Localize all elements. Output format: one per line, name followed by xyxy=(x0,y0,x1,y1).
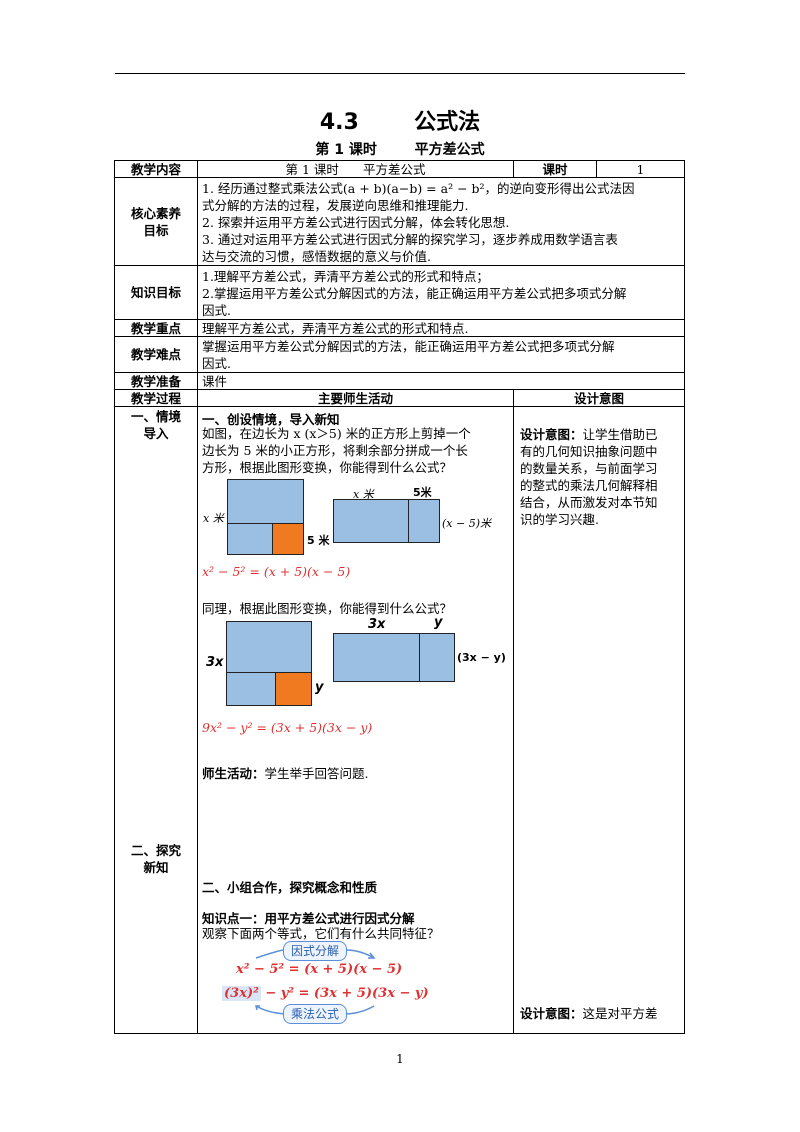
equation-2-rest: − y² = (3x + 5)(3x − y) xyxy=(260,986,429,1001)
s1-line: 边长为 5 米的小正方形，将剩余部分拼成一个长 xyxy=(202,443,468,458)
label-content: 教学内容 xyxy=(114,160,198,178)
fig2-top-y: y xyxy=(434,615,443,630)
fig2-top-3x: 3x xyxy=(368,617,386,632)
design1-line: 的数量关系，与前面学习 xyxy=(520,461,658,476)
fig2-label-y: y xyxy=(315,680,324,695)
s1-line: 方形，根据此图形变换，你能得到什么公式？ xyxy=(202,460,453,475)
factor-arrow-icon xyxy=(255,949,376,959)
design1-line: 的整式的乘法几何解释相 xyxy=(520,478,658,493)
subtitle-topic: 平方差公式 xyxy=(414,142,485,158)
core-line: 达与交流的习惯，感悟数据的意义与价值. xyxy=(202,249,431,264)
header-rule xyxy=(115,73,685,74)
prep-value: 课件 xyxy=(197,372,685,390)
knowledge-goals: 1.理解平方差公式，弄清平方差公式的形式和特点； 2.掌握运用平方差公式分解因式… xyxy=(197,265,685,320)
title-text: 公式法 xyxy=(414,110,481,135)
content-period: 第 1 课时 xyxy=(285,161,339,177)
lesson-subtitle: 第 1 课时 平方差公式 xyxy=(0,139,800,159)
header-design: 设计意图 xyxy=(513,389,685,407)
activity-label: 师生活动： xyxy=(202,766,265,781)
label-key: 教学重点 xyxy=(114,319,198,337)
difficulty-line: 掌握运用平方差公式分解因式的方法，能正确运用平方差公式把多项式分解 xyxy=(202,339,615,354)
title-number: 4.3 xyxy=(319,110,359,135)
stage-intro-a: 一、情境 xyxy=(130,409,181,424)
fig1-top-5: 5米 xyxy=(413,486,432,499)
fig1-label-5: 5 米 xyxy=(307,534,330,547)
stage-explore-b: 新知 xyxy=(143,860,169,875)
factor-label: 因式分解 xyxy=(283,941,347,961)
design1-line: 识的学习兴趣. xyxy=(520,512,599,527)
stage-explore-a: 二、探究 xyxy=(130,843,181,858)
difficulty-value: 掌握运用平方差公式分解因式的方法，能正确运用平方差公式把多项式分解 因式. xyxy=(197,336,685,373)
core-line: 3. 通过对运用平方差公式进行因式分解的探究学习，逐步养成用数学语言表 xyxy=(202,232,618,247)
design1-line: 有的几何知识抽象问题中 xyxy=(520,444,658,459)
fig1-label-x: x 米 xyxy=(203,512,224,525)
core-line: 式分解的方法的过程，发展逆向思维和推理能力. xyxy=(202,198,469,213)
design-column xyxy=(513,406,685,1034)
fig2-label-3x: 3x xyxy=(206,655,224,670)
design1-label: 设计意图： xyxy=(520,427,583,442)
core-line: 1. 经历通过整式乘法公式(a + b)(a−b) = a² − b²，的逆向变… xyxy=(202,181,635,196)
formula-2: 9x² − y² = (3x + 5)(3x − y) xyxy=(202,720,373,735)
multiply-label: 乘法公式 xyxy=(283,1004,347,1024)
s1-text: 如图，在边长为 x (x＞5) 米的正方形上剪掉一个 边长为 5 米的小正方形，… xyxy=(202,425,510,476)
design1-line: 结合，从而激发对本节知 xyxy=(520,495,658,510)
content-value: 第 1 课时 平方差公式 xyxy=(197,160,514,178)
s1-heading: 一、创设情境，导入新知 xyxy=(202,412,340,427)
lesson-title: 4.3 公式法 xyxy=(0,104,800,136)
stage-intro: 一、情境 导入 xyxy=(114,408,198,442)
label-knowledge: 知识目标 xyxy=(114,265,198,320)
design1-line: 让学生借助已 xyxy=(582,427,658,442)
label-core-a: 核心素养 xyxy=(130,205,181,221)
page-number: 1 xyxy=(396,1052,404,1066)
stage-explore: 二、探究 新知 xyxy=(114,842,198,876)
activity-note: 师生活动：学生举手回答问题. xyxy=(202,763,369,782)
hours-value: 1 xyxy=(596,160,685,178)
equation-1: x² − 5² = (x + 5)(x − 5) xyxy=(236,962,403,977)
activity-text: 学生举手回答问题. xyxy=(264,766,369,781)
label-difficulty: 教学难点 xyxy=(114,336,198,373)
formula-1: x² − 5² = (x + 5)(x − 5) xyxy=(202,564,351,579)
kp1-text: 观察下面两个等式，它们有什么共同特征？ xyxy=(202,926,440,941)
key-value: 理解平方差公式，弄清平方差公式的形式和特点. xyxy=(197,319,685,337)
kp1-heading: 知识点一：用平方差公式进行因式分解 xyxy=(202,911,415,926)
fig1-rectangle xyxy=(333,499,440,543)
fig1-divider xyxy=(227,523,273,524)
s1-line: 如图，在边长为 x (x＞5) 米的正方形上剪掉一个 xyxy=(202,426,471,441)
design2-text: 这是对平方差 xyxy=(582,1006,658,1021)
content-topic: 平方差公式 xyxy=(362,161,426,177)
fig2-small-square xyxy=(275,672,312,706)
fig1-top-x: x 米 xyxy=(353,488,374,501)
subtitle-period: 第 1 课时 xyxy=(315,142,377,158)
design-intent-2: 设计意图：这是对平方差 xyxy=(520,1003,680,1022)
knowledge-line: 2.掌握运用平方差公式分解因式的方法，能正确运用平方差公式把多项式分解 xyxy=(202,286,627,301)
fig2-divider xyxy=(226,672,276,673)
label-process: 教学过程 xyxy=(114,389,198,407)
knowledge-line: 1.理解平方差公式，弄清平方差公式的形式和特点； xyxy=(202,269,489,284)
equation-2: (3x)² − y² = (3x + 5)(3x − y) xyxy=(222,986,429,1001)
knowledge-line: 因式. xyxy=(202,303,231,318)
header-activities: 主要师生活动 xyxy=(197,389,514,407)
design-intent-1: 设计意图：让学生借助已 有的几何知识抽象问题中 的数量关系，与前面学习 的整式的… xyxy=(520,426,680,528)
label-core-b: 目标 xyxy=(143,222,169,238)
fig1-rect-divider xyxy=(408,499,409,543)
label-hours: 课时 xyxy=(513,160,597,178)
label-prep: 教学准备 xyxy=(114,372,198,390)
fig1-right: (x − 5)米 xyxy=(442,517,491,530)
difficulty-line: 因式. xyxy=(202,356,231,371)
stage-intro-b: 导入 xyxy=(143,426,169,441)
fig1-small-square xyxy=(272,523,304,555)
s1-same: 同理，根据此图形变换，你能得到什么公式？ xyxy=(202,601,453,616)
label-core: 核心素养 目标 xyxy=(114,177,198,266)
design2-label: 设计意图： xyxy=(520,1006,583,1021)
core-goals: 1. 经历通过整式乘法公式(a + b)(a−b) = a² − b²，的逆向变… xyxy=(197,177,685,266)
fig2-right: (3x − y) xyxy=(457,651,506,664)
stage-column xyxy=(114,406,198,1034)
equation-2-highlight: (3x)² xyxy=(222,986,261,1001)
core-line: 2. 探索并运用平方差公式进行因式分解，体会转化思想. xyxy=(202,215,510,230)
fig2-rect-divider xyxy=(419,633,420,682)
fig2-rectangle xyxy=(333,633,455,682)
s2-heading: 二、小组合作，探究概念和性质 xyxy=(202,880,378,895)
